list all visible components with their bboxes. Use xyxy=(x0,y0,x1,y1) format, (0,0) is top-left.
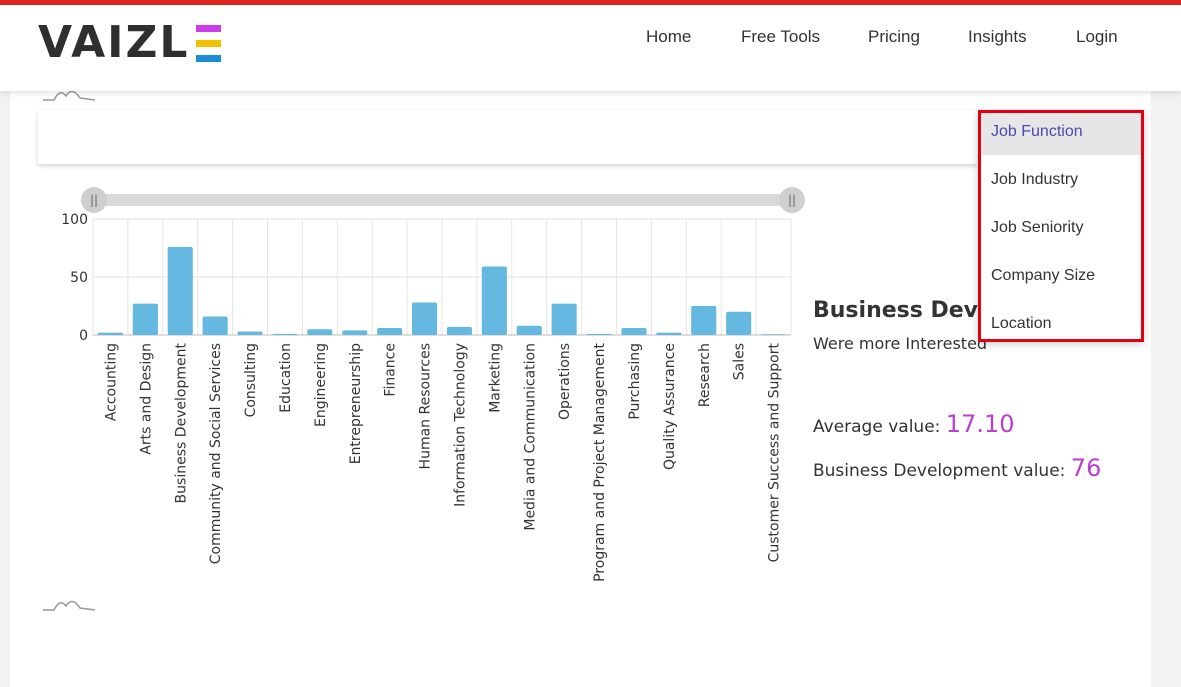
x-tick-label: Engineering xyxy=(313,343,329,427)
info-subtitle: Were more Interested xyxy=(813,334,988,353)
bar xyxy=(167,246,193,335)
x-tick-label: Finance xyxy=(383,343,399,397)
bar xyxy=(621,328,647,335)
y-tick-label: 0 xyxy=(79,328,88,344)
site-header: VAIZL Home Free Tools Pricing Insights L… xyxy=(0,5,1181,91)
info-title: Business Deve xyxy=(813,298,993,323)
wave-icon-bottom xyxy=(43,600,96,611)
range-slider-left-handle[interactable]: || xyxy=(81,187,107,213)
bar xyxy=(446,326,473,335)
x-tick-label: Arts and Design xyxy=(138,343,154,455)
bar xyxy=(656,332,682,335)
nav-pricing[interactable]: Pricing xyxy=(868,27,920,46)
average-value-label: Average value: xyxy=(813,417,941,437)
bar xyxy=(237,331,263,335)
vaizle-logo[interactable]: VAIZL xyxy=(38,21,228,65)
average-value-number: 17.10 xyxy=(945,410,1015,438)
nav-free-tools[interactable]: Free Tools xyxy=(741,27,821,46)
x-tick-label: Research xyxy=(697,343,713,407)
x-tick-label: Business Development xyxy=(173,342,189,503)
top-accent-bar xyxy=(0,0,1181,5)
bar xyxy=(132,303,158,335)
y-tick-label: 100 xyxy=(61,212,88,228)
x-tick-label: Consulting xyxy=(243,343,259,417)
bar xyxy=(481,266,507,335)
dropdown-option-job-seniority[interactable]: Job Seniority xyxy=(991,219,1084,236)
bar xyxy=(377,328,403,335)
x-tick-label: Sales xyxy=(732,343,748,380)
bar xyxy=(97,332,124,335)
content-panel xyxy=(10,91,1151,687)
dropdown-option-job-function[interactable]: Job Function xyxy=(981,113,1141,155)
dropdown-option-job-industry[interactable]: Job Industry xyxy=(991,171,1079,188)
x-tick-label: Marketing xyxy=(487,343,503,413)
nav-insights[interactable]: Insights xyxy=(968,27,1027,46)
logo-e-bars-icon xyxy=(196,25,221,62)
filter-tab-strip xyxy=(38,110,978,164)
x-tick-label: Accounting xyxy=(103,343,119,421)
x-tick-label: Education xyxy=(278,343,294,413)
job-function-bar-chart: 0 50 100 Accounting Arts and Design Business … xyxy=(61,212,792,582)
bar xyxy=(202,316,228,335)
x-tick-label: Operations xyxy=(557,343,573,420)
x-tick-label: Customer Success and Support xyxy=(767,343,783,563)
bar xyxy=(726,311,752,335)
main-nav: Home Free Tools Pricing Insights Login xyxy=(0,25,1181,55)
bar xyxy=(551,303,577,335)
nav-home[interactable]: Home xyxy=(646,27,692,46)
x-tick-label: Information Technology xyxy=(452,343,468,507)
bar xyxy=(691,306,717,335)
selected-value-stat: Business Development value: 76 xyxy=(813,454,1101,482)
range-slider-track[interactable] xyxy=(94,194,792,206)
selected-value-number: 76 xyxy=(1070,454,1102,482)
bar xyxy=(342,330,368,335)
dropdown-option-location[interactable]: Location xyxy=(991,315,1052,332)
bar xyxy=(307,329,333,335)
bar xyxy=(760,334,787,335)
average-value-stat: Average value: 17.10 xyxy=(813,410,1015,438)
x-tick-label: Program and Project Management xyxy=(592,342,608,581)
y-tick-label: 50 xyxy=(70,270,88,286)
x-tick-label: Media and Communication xyxy=(522,343,538,531)
x-tick-label: Entrepreneurship xyxy=(348,343,364,464)
logo-text: VAIZL xyxy=(38,17,190,68)
nav-login[interactable]: Login xyxy=(1076,27,1118,46)
x-tick-label: Community and Social Services xyxy=(208,343,224,564)
x-tick-label: Purchasing xyxy=(627,343,643,420)
selected-value-label: Business Development value: xyxy=(813,461,1066,481)
category-dropdown-menu: Job Function Job Industry Job Seniority … xyxy=(978,110,1144,342)
dropdown-option-company-size[interactable]: Company Size xyxy=(991,267,1096,284)
bar xyxy=(586,333,612,335)
bar xyxy=(272,333,298,335)
bar xyxy=(411,302,438,335)
wave-icon xyxy=(43,90,96,101)
x-tick-label: Quality Assurance xyxy=(662,343,678,470)
x-tick-label: Human Resources xyxy=(418,343,434,469)
range-slider-right-handle[interactable]: || xyxy=(779,187,805,213)
bar xyxy=(516,325,542,335)
